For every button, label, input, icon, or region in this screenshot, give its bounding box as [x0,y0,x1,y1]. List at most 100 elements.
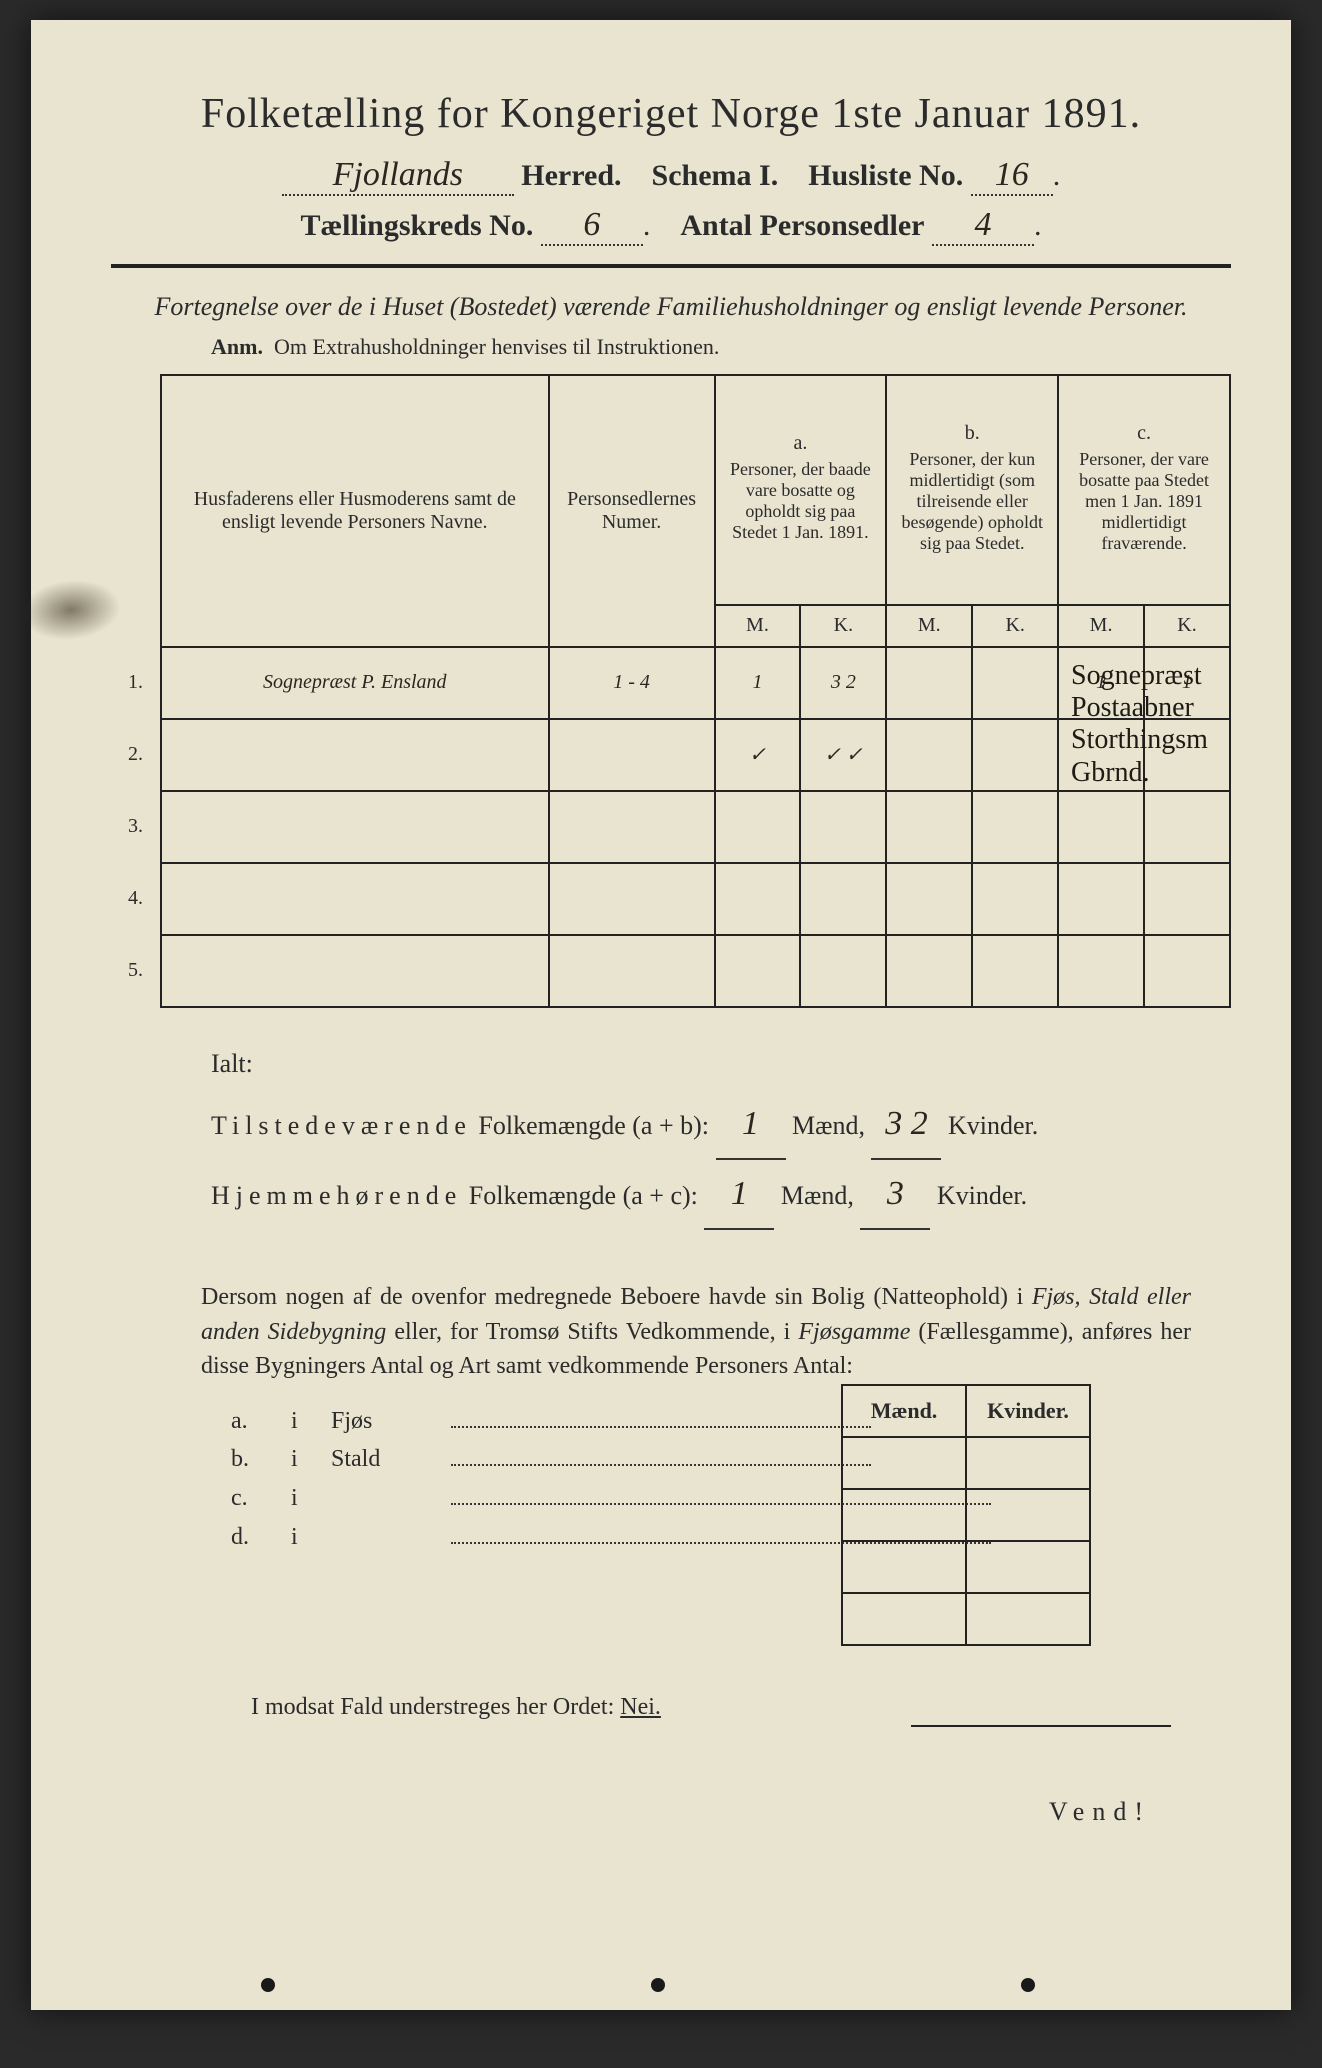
row-num: 2. [111,719,161,791]
antal-label: Antal Personsedler [680,209,924,242]
herred-label: Herred. [521,159,621,192]
page-title: Folketælling for Kongeriget Norge 1ste J… [111,90,1231,138]
p1c: eller, for Tromsø Stifts Vedkommende, i [386,1319,798,1345]
mk-cell [842,1489,966,1541]
name-cell [161,935,549,1007]
bM [886,719,972,791]
nei-line: I modsat Fald understreges her Ordet: Ne… [251,1694,1231,1721]
row-num: 4. [111,863,161,935]
ink-dot [261,1978,275,1992]
mk-cell [842,1593,966,1645]
bK [972,935,1058,1007]
aK [800,791,886,863]
maend-label: Mænd, [781,1181,854,1210]
abcd-i: i [291,1408,331,1435]
row-num: 1. [111,647,161,719]
header-line-3: Tællingskreds No. 6. Antal Personsedler … [111,206,1231,246]
nei-word: Nei. [620,1694,661,1720]
kreds-value: 6 [541,206,643,246]
kreds-label: Tællingskreds No. [301,209,534,242]
ink-dot [651,1978,665,1992]
mk-cell [966,1489,1090,1541]
aM [715,935,801,1007]
col-a-head: a. Personer, der baade vare bosatte og o… [715,375,887,605]
vend-rule [911,1725,1171,1727]
abcd-key: c. [231,1485,291,1512]
mk-cell [842,1541,966,1593]
cK [1144,863,1230,935]
mk-cell [966,1541,1090,1593]
kvinder-label: Kvinder. [937,1181,1027,1210]
col1-head: Husfaderens eller Husmoderens samt de en… [161,375,549,647]
num-cell [549,935,715,1007]
folke-label: Folkemængde [469,1181,616,1210]
bK [972,863,1058,935]
tilstede-line: Tilstedeværende Folkemængde (a + b): 1 M… [211,1090,1231,1160]
tilstede-label: Tilstedeværende [211,1111,472,1140]
anm-label: Anm. [211,334,263,359]
maend-label: Mænd, [792,1111,865,1140]
mk-cell [966,1437,1090,1489]
hjemme-line: Hjemmehørende Folkemængde (a + c): 1 Mæn… [211,1160,1231,1230]
row-num: 3. [111,791,161,863]
mk-m-head: Mænd. [842,1385,966,1437]
col2-head: Personsedlernes Numer. [549,375,715,647]
c-k: K. [1144,605,1230,647]
bM [886,863,972,935]
aM: 1 [715,647,801,719]
aK: ✓ ✓ [800,719,886,791]
aK [800,935,886,1007]
abcd-section: a. i Fjøs b. i Stald c. i d. i [111,1404,1231,1644]
col-b-head: b. Personer, der kun midlertidigt (som t… [886,375,1058,605]
mk-cell [842,1437,966,1489]
bK [972,647,1058,719]
ab-label: (a + b): [632,1111,709,1140]
vend-label: Vend! [111,1797,1151,1827]
main-table: Husfaderens eller Husmoderens samt de en… [111,374,1231,1008]
aK: 3 2 [800,647,886,719]
maend-kvinder-table: Mænd. Kvinder. [841,1384,1091,1646]
aM [715,863,801,935]
dotted-line [451,1404,871,1428]
name-cell [161,719,549,791]
num-cell [549,863,715,935]
ink-dot [1021,1978,1035,1992]
aK [800,863,886,935]
num-cell: 1 - 4 [549,647,715,719]
ac-m: 1 [704,1160,774,1230]
col-b-key: b. [893,422,1051,445]
bolig-paragraph: Dersom nogen af de ovenfor medregnede Be… [201,1280,1191,1384]
anm-line: Anm. Om Extrahusholdninger henvises til … [211,334,1231,360]
col-b-text: Personer, der kun midlertidigt (som tilr… [893,445,1051,558]
abcd-key: d. [231,1524,291,1551]
row-num: 5. [111,935,161,1007]
cM [1058,935,1144,1007]
antal-value: 4 [932,206,1034,246]
abcd-lab: Fjøs [331,1408,451,1435]
bM [886,647,972,719]
abcd-i: i [291,1524,331,1551]
col-c-head: c. Personer, der vare bosatte paa Stedet… [1058,375,1230,605]
hjemme-label: Hjemmehørende [211,1181,462,1210]
bM [886,791,972,863]
mk-k-head: Kvinder. [966,1385,1090,1437]
cM [1058,791,1144,863]
abcd-lab: Stald [331,1446,451,1473]
num-cell [549,719,715,791]
schema-label: Schema I. [652,159,779,192]
cK [1144,791,1230,863]
p1a: Dersom nogen af de ovenfor medregnede Be… [201,1284,1032,1310]
ab-k: 3 2 [871,1090,941,1160]
abcd-i: i [291,1446,331,1473]
divider-top [111,264,1231,268]
name-cell [161,791,549,863]
paper-smudge [18,575,124,645]
dotted-line [451,1443,871,1467]
c-m: M. [1058,605,1144,647]
subtitle: Fortegnelse over de i Huset (Bostedet) v… [151,290,1191,324]
aM: ✓ [715,719,801,791]
abcd-i: i [291,1485,331,1512]
mk-cell [966,1593,1090,1645]
folke-label: Folkemængde [478,1111,625,1140]
a-m: M. [715,605,801,647]
